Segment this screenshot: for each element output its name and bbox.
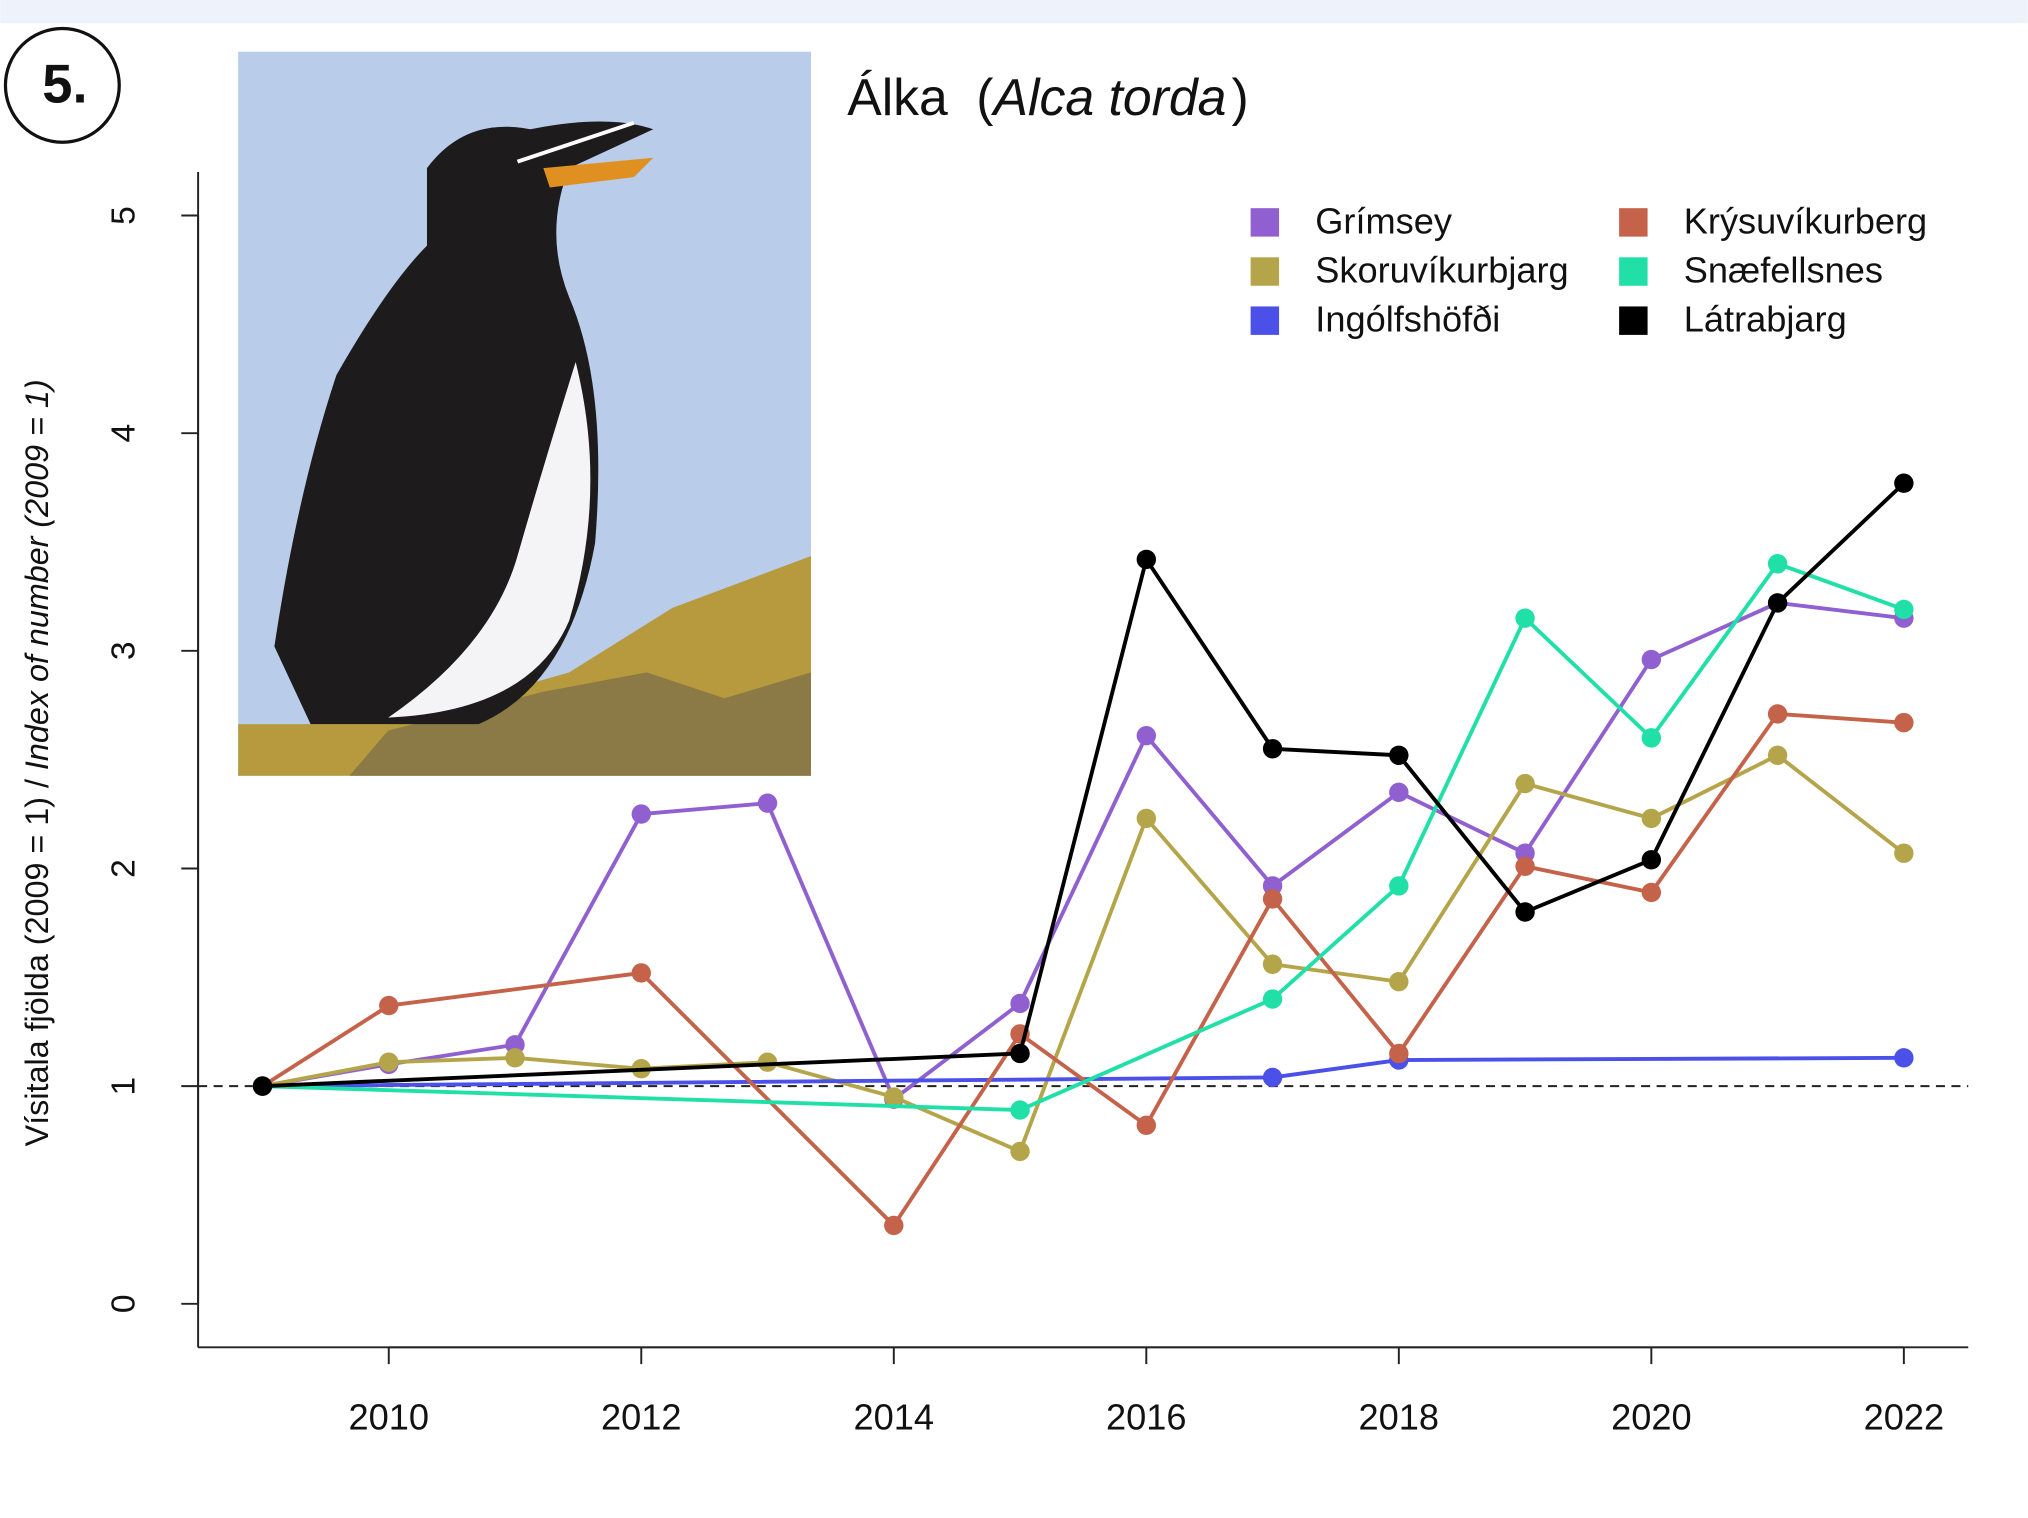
legend-label: Snæfellsnes	[1684, 249, 1883, 290]
chart: 5. 0 1 2 3 4 5 2010 2012 2014 2016 2018 2020 2022 Ál…	[0, 0, 2028, 1518]
data-point	[1642, 809, 1661, 828]
data-point	[1137, 809, 1156, 828]
data-point	[505, 1048, 524, 1067]
data-point	[1389, 972, 1408, 991]
legend-swatch	[1619, 257, 1647, 285]
data-point	[632, 963, 651, 982]
legend-label: Grímsey	[1315, 200, 1453, 241]
data-point	[1263, 955, 1282, 974]
legend-swatch	[1251, 306, 1279, 334]
x-tick-label: 2022	[1864, 1396, 1945, 1437]
title-paren: (	[976, 68, 993, 126]
data-point	[1515, 902, 1534, 921]
data-point	[1263, 1068, 1282, 1087]
data-point	[379, 1052, 398, 1071]
data-point	[1010, 1100, 1029, 1119]
data-point	[1894, 600, 1913, 619]
data-point	[1137, 550, 1156, 569]
data-point	[1010, 994, 1029, 1013]
x-tick-label: 2018	[1359, 1396, 1440, 1437]
data-point	[1389, 1044, 1408, 1063]
legend-swatch	[1619, 306, 1647, 334]
data-point	[1137, 1116, 1156, 1135]
legend-label: Skoruvíkurbjarg	[1315, 249, 1568, 290]
data-point	[1642, 650, 1661, 669]
data-point	[1389, 876, 1408, 895]
y-axis-label: Vísitala fjölda (2009 = 1) / Index of nu…	[19, 379, 55, 1146]
title-common: Álka	[847, 68, 948, 126]
data-point	[1515, 608, 1534, 627]
data-point	[1894, 844, 1913, 863]
y-tick-label: 3	[106, 641, 143, 660]
x-tick-label: 2020	[1611, 1396, 1692, 1437]
x-tick-label: 2016	[1106, 1396, 1187, 1437]
data-point	[1768, 593, 1787, 612]
data-point	[1389, 746, 1408, 765]
x-tick-label: 2012	[601, 1396, 682, 1437]
y-label-main: Vísitala fjölda (2009 = 1) /	[19, 770, 55, 1146]
data-point	[1137, 726, 1156, 745]
y-label-english: Index of number (2009 = 1)	[19, 379, 55, 770]
bird-photo	[238, 52, 811, 776]
data-point	[1515, 774, 1534, 793]
data-point	[884, 1216, 903, 1235]
data-point	[1768, 554, 1787, 573]
data-point	[1263, 889, 1282, 908]
legend-swatch	[1251, 208, 1279, 236]
data-point	[758, 793, 777, 812]
data-point	[253, 1076, 272, 1095]
data-point	[1768, 746, 1787, 765]
title-latin: Alca torda	[990, 68, 1226, 126]
legend-swatch	[1251, 257, 1279, 285]
series-line	[262, 714, 1903, 1225]
data-point	[1894, 713, 1913, 732]
y-tick-label: 5	[106, 206, 143, 225]
y-tick-label: 1	[106, 1077, 143, 1096]
legend-label: Krýsuvíkurberg	[1684, 200, 1927, 241]
data-point	[1515, 857, 1534, 876]
badge: 5.	[42, 53, 87, 114]
data-point	[1263, 739, 1282, 758]
y-tick-label: 0	[106, 1294, 143, 1313]
data-point	[1642, 850, 1661, 869]
data-point	[1010, 1142, 1029, 1161]
data-point	[1894, 474, 1913, 493]
chart-title: Álka (Alca torda)	[847, 68, 1249, 126]
x-tick-label: 2010	[348, 1396, 429, 1437]
data-point	[1642, 883, 1661, 902]
legend-label: Látrabjarg	[1684, 299, 1847, 340]
data-point	[1894, 1048, 1913, 1067]
data-point	[379, 996, 398, 1015]
data-point	[632, 804, 651, 823]
x-tick-label: 2014	[854, 1396, 935, 1437]
legend-label: Ingólfshöfði	[1315, 299, 1500, 340]
data-point	[1263, 989, 1282, 1008]
top-band	[0, 0, 2027, 23]
data-point	[1768, 704, 1787, 723]
data-point	[1389, 783, 1408, 802]
y-tick-label: 2	[106, 859, 143, 878]
data-point	[1642, 728, 1661, 747]
y-tick-label: 4	[106, 424, 143, 443]
data-point	[1010, 1044, 1029, 1063]
data-point	[884, 1087, 903, 1106]
title-paren: )	[1232, 68, 1249, 126]
legend-swatch	[1619, 208, 1647, 236]
